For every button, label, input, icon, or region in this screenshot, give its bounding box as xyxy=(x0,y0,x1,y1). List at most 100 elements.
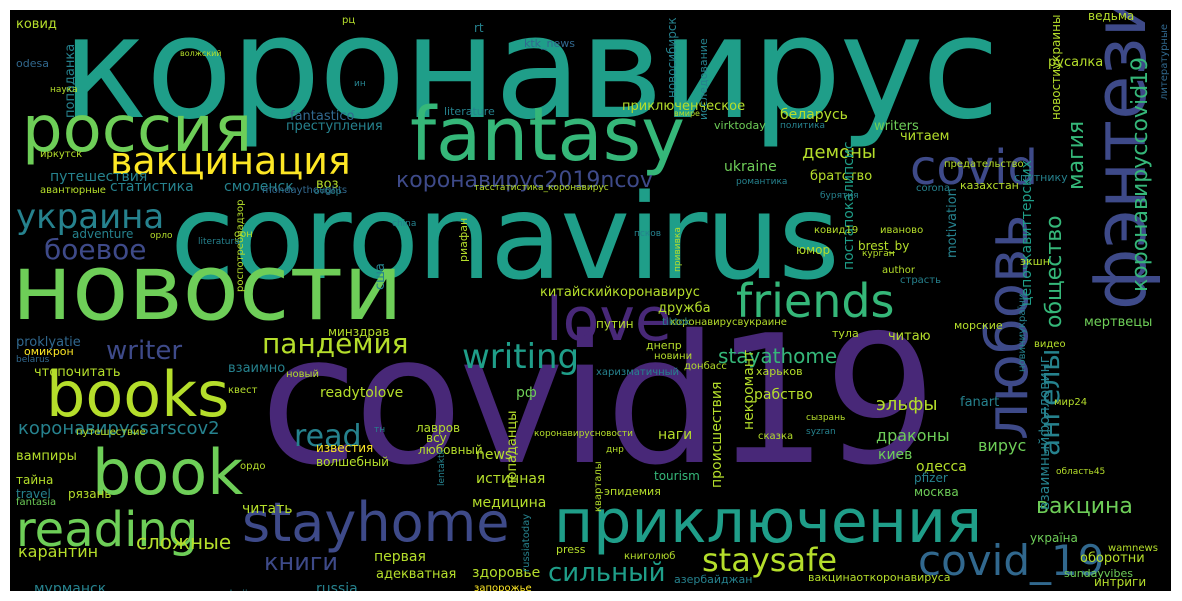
cloud-word: staysafe xyxy=(702,541,837,579)
cloud-word: сложные xyxy=(136,530,232,554)
cloud-word: writer xyxy=(106,336,183,366)
cloud-word: коронавирус2019ncov xyxy=(396,168,653,193)
cloud-word: спутнику xyxy=(1014,171,1068,184)
cloud-word: russiatoday xyxy=(521,513,532,572)
cloud-word: азербайджан xyxy=(674,573,753,586)
cloud-word: наги xyxy=(658,427,693,443)
cloud-word: путешествие xyxy=(76,427,146,438)
cloud-word: сказка xyxy=(758,431,794,442)
cloud-word: иваново xyxy=(880,225,924,236)
cloud-word: медицина xyxy=(472,495,547,511)
cloud-word: псков xyxy=(634,229,662,239)
cloud-word: любовный xyxy=(418,443,483,457)
cloud-word: proklyatie xyxy=(16,335,81,350)
cloud-word: ktk_news xyxy=(524,37,576,50)
cloud-word: преступления xyxy=(286,119,383,134)
cloud-word: book xyxy=(92,436,244,509)
cloud-word: friends xyxy=(736,274,895,328)
cloud-word: тасстатистика_коронавирус xyxy=(474,183,609,193)
cloud-word: новини xyxy=(654,351,693,362)
cloud-word: новосибирск xyxy=(665,17,679,98)
cloud-word: книголюб xyxy=(624,551,676,562)
cloud-word: мир24 xyxy=(1054,397,1088,408)
cloud-word: fantastico xyxy=(290,109,355,124)
cloud-word: смоленск xyxy=(224,179,294,195)
cloud-word: демоны xyxy=(802,142,877,163)
cloud-word: оон xyxy=(234,229,253,240)
cloud-word: ин xyxy=(354,79,366,89)
cloud-word: ведьма xyxy=(1088,10,1135,23)
cloud-word: харьков xyxy=(756,365,803,378)
cloud-word: карантин xyxy=(18,542,99,561)
cloud-word: украïна xyxy=(1030,531,1078,545)
cloud-word: исследование xyxy=(697,38,710,120)
cloud-word: лавров xyxy=(416,421,461,435)
cloud-word: казахстан xyxy=(960,179,1019,192)
cloud-word: дружба xyxy=(658,301,711,316)
cloud-word: tourism xyxy=(654,469,700,483)
cloud-word: москва xyxy=(914,485,959,499)
cloud-word: попаданка xyxy=(63,43,78,118)
cloud-word: беларусь xyxy=(780,107,848,123)
cloud-word: книги xyxy=(264,548,338,576)
cloud-word: pfizer xyxy=(914,471,948,485)
cloud-word: читаем xyxy=(900,129,950,144)
cloud-word: russia xyxy=(316,581,358,591)
cloud-word: коронавирус xyxy=(62,10,1000,151)
cloud-word: brest_by xyxy=(858,239,910,253)
cloud-word: рабство xyxy=(754,387,813,403)
cloud-word: авантюрные xyxy=(40,185,106,196)
cloud-word: видео xyxy=(1034,339,1066,350)
cloud-word: отбор xyxy=(314,187,342,197)
cloud-word: иркутск xyxy=(40,149,83,160)
cloud-word: пандемия xyxy=(262,327,409,360)
cloud-word: sundayvibes xyxy=(1064,567,1133,580)
cloud-word: сильный xyxy=(548,558,666,588)
cloud-word: эпидемия xyxy=(604,485,661,498)
cloud-word: syzran xyxy=(806,427,836,437)
cloud-word: россия xyxy=(22,93,253,167)
cloud-word: воз xyxy=(316,177,339,192)
cloud-word: днепр xyxy=(646,339,682,352)
cloud-word: читаю xyxy=(888,329,931,344)
cloud-word: коронавирусновости xyxy=(534,429,633,439)
cloud-word: ордо xyxy=(240,461,266,472)
cloud-word: вакцинация xyxy=(110,139,351,183)
cloud-word: author xyxy=(882,265,915,276)
cloud-word: предательство xyxy=(944,159,1024,170)
cloud-word: взаимно xyxy=(228,361,286,376)
cloud-word: тайна xyxy=(16,473,54,487)
cloud-word: stayhome xyxy=(242,491,510,554)
cloud-word: love xyxy=(546,285,672,355)
cloud-word: stayathome xyxy=(718,344,838,368)
cloud-word: тула xyxy=(832,327,859,340)
cloud-word: china xyxy=(392,219,417,229)
cloud-word: статистика xyxy=(110,179,194,195)
word-cloud: коронавирус coronavirus covid19 новости … xyxy=(10,10,1171,591)
cloud-word: первая xyxy=(374,549,426,565)
cloud-word: мурманск xyxy=(34,581,107,591)
cloud-word: мертвецы xyxy=(1084,315,1153,330)
cloud-word: ukraine xyxy=(724,159,777,175)
cloud-word: literature xyxy=(444,105,495,118)
cloud-word: fantasia xyxy=(16,497,57,508)
cloud-word: постапокалипсис xyxy=(841,141,857,270)
cloud-word: истинная xyxy=(476,471,546,487)
cloud-word: press xyxy=(556,543,586,556)
cloud-word: рц xyxy=(342,15,356,26)
cloud-word: прививка xyxy=(673,227,683,272)
cloud-word: readytolove xyxy=(320,385,404,401)
cloud-word: страсть xyxy=(900,275,942,286)
cloud-word: морские xyxy=(954,319,1003,332)
cloud-word: киев xyxy=(878,447,913,463)
cloud-word: юмор xyxy=(796,243,831,257)
cloud-word: tiktok xyxy=(662,317,691,328)
cloud-word: books xyxy=(46,358,230,431)
cloud-word: русалка xyxy=(1048,55,1104,70)
cloud-word: путешествия xyxy=(50,169,148,185)
cloud-word: covid_19 xyxy=(918,536,1105,585)
cloud-word: волшебный xyxy=(316,455,389,469)
cloud-word: literatura xyxy=(198,237,240,247)
cloud-word: донбасс xyxy=(684,361,727,372)
cloud-word: covid19 xyxy=(260,297,937,504)
